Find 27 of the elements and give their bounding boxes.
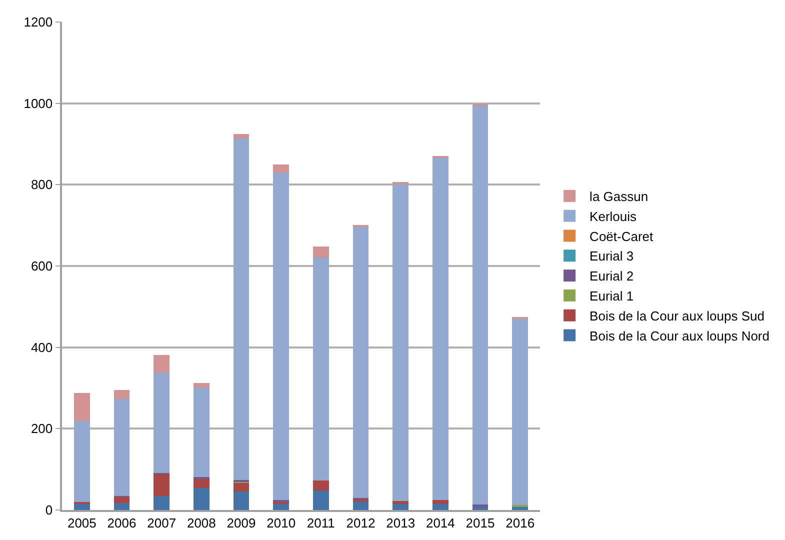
y-tick-label: 0 <box>45 502 53 518</box>
y-tick-label: 1200 <box>24 14 53 30</box>
x-tick-label: 2012 <box>346 515 376 530</box>
x-tick-label: 2007 <box>147 515 176 530</box>
x-tick-label: 2006 <box>107 515 136 530</box>
legend-label: Coët-Caret <box>590 228 654 244</box>
x-tick-label: 2010 <box>266 515 296 530</box>
x-tick-label: 2008 <box>186 515 216 530</box>
y-tick-label: 800 <box>30 177 53 192</box>
legend-label: Bois de la Cour aux loups Nord <box>590 328 770 344</box>
y-tick-label: 1000 <box>24 96 53 111</box>
legend-label: Eurial 2 <box>590 268 634 284</box>
y-tick-label: 400 <box>30 340 53 355</box>
legend-label: Kerlouis <box>590 208 638 224</box>
x-tick-label: 2015 <box>466 515 495 530</box>
x-tick-label: 2016 <box>506 515 535 530</box>
x-tick-label: 2005 <box>67 515 96 530</box>
x-tick-label: 2014 <box>426 515 455 530</box>
legend-label: Bois de la Cour aux loups Sud <box>590 308 764 324</box>
x-tick-label: 2013 <box>386 515 416 530</box>
legend-label: la Gassun <box>590 189 648 204</box>
x-tick-label: 2011 <box>306 515 335 530</box>
y-tick-label: 200 <box>30 421 53 436</box>
y-tick-label: 600 <box>30 258 53 274</box>
legend-label: Eurial 1 <box>590 288 634 304</box>
x-tick-label: 2009 <box>226 515 256 530</box>
legend-label: Eurial 3 <box>590 248 634 264</box>
